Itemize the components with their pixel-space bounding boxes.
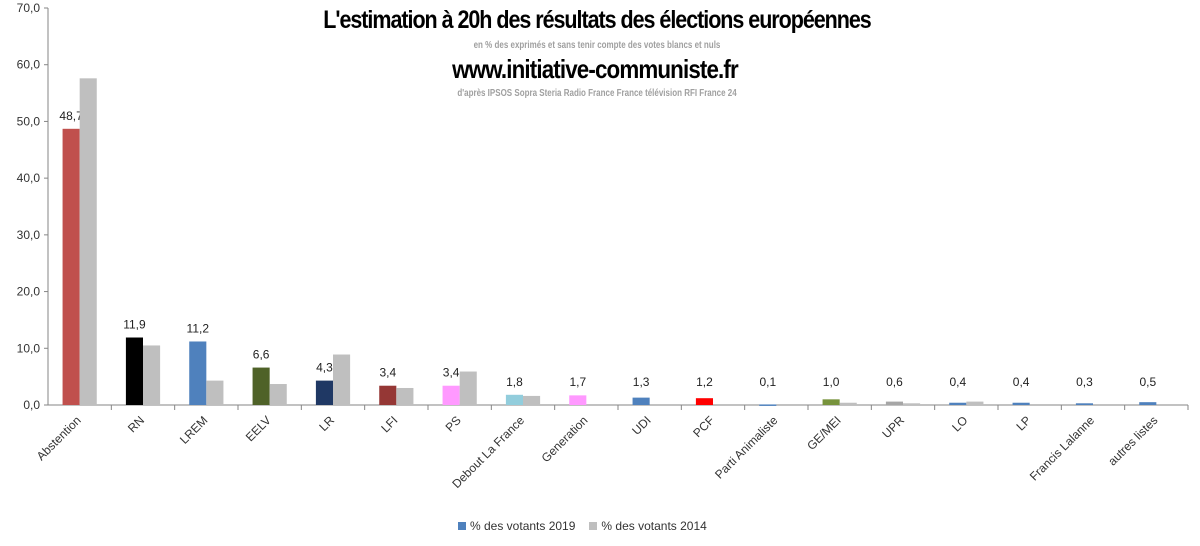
bar-2014: [396, 387, 414, 405]
data-label: 0,3: [1076, 375, 1093, 389]
bar-2019: [1075, 403, 1093, 405]
data-label: 1,2: [696, 375, 713, 389]
x-tick-label: Parti Animaliste: [712, 413, 781, 482]
x-tick-label: Generation: [539, 413, 591, 465]
legend-label-2014: % des votants 2014: [601, 519, 707, 533]
bar-2019: [949, 402, 967, 405]
x-tick-label: EELV: [243, 413, 274, 444]
data-label: 11,9: [123, 318, 146, 332]
x-tick-label: GE/MEI: [804, 413, 844, 453]
bar-2019: [569, 395, 587, 405]
bar-2019: [1139, 402, 1157, 405]
y-tick-label: 20,0: [17, 285, 41, 299]
x-tick-label: Abstention: [34, 413, 84, 463]
bar-2014: [333, 354, 351, 405]
bar-2014: [269, 384, 287, 405]
bar-2019: [759, 404, 777, 406]
data-label: 0,5: [1139, 375, 1156, 389]
x-tick-label: LFI: [378, 413, 400, 435]
y-tick-label: 60,0: [17, 58, 41, 72]
bar-2019: [885, 401, 903, 405]
data-label: 0,1: [759, 375, 776, 389]
site-url: www.initiative-communiste.fr: [452, 54, 739, 84]
bar-2014: [143, 345, 161, 405]
bar-2019: [315, 380, 333, 405]
data-label: 1,8: [506, 375, 523, 389]
data-label: 0,6: [886, 375, 903, 389]
data-label: 0,4: [1013, 375, 1030, 389]
bar-2019: [695, 398, 713, 405]
data-label: 1,3: [633, 375, 650, 389]
data-label: 4,3: [316, 361, 333, 375]
x-tick-label: Francis Lalanne: [1027, 413, 1098, 484]
bar-2019: [379, 385, 397, 405]
x-tick-label: LR: [316, 413, 337, 434]
data-label: 1,0: [823, 375, 840, 389]
x-tick-label: LREM: [177, 413, 210, 446]
x-tick-label: UDI: [629, 413, 654, 438]
data-label: 3,4: [379, 366, 396, 380]
chart-source: d'après IPSOS Sopra Steria Radio France …: [457, 88, 737, 99]
data-label: 48,7: [59, 109, 83, 123]
bar-2019: [1012, 402, 1030, 405]
legend-item-2019: % des votants 2019: [458, 519, 575, 533]
data-label: 3,4: [443, 366, 460, 380]
y-tick-label: 10,0: [17, 341, 41, 355]
legend-label-2019: % des votants 2019: [470, 519, 576, 533]
x-tick-label: PS: [443, 413, 464, 434]
legend-item-2014: % des votants 2014: [589, 519, 707, 533]
bar-2019: [442, 385, 460, 405]
bar-2014: [523, 395, 541, 405]
legend-swatch-2014: [589, 522, 598, 530]
x-tick-label: LP: [1014, 413, 1034, 433]
bar-2019: [125, 337, 143, 405]
y-tick-label: 40,0: [17, 171, 41, 185]
data-label: 1,7: [569, 375, 586, 389]
y-tick-label: 70,0: [17, 1, 41, 15]
bar-2019: [189, 341, 207, 405]
bar-2014: [459, 371, 477, 405]
chart-title: L'estimation à 20h des résultats des éle…: [323, 6, 872, 34]
x-tick-label: PCF: [690, 413, 717, 440]
y-tick-label: 30,0: [17, 228, 41, 242]
bar-2014: [79, 78, 97, 405]
x-tick-label: RN: [125, 413, 147, 435]
bar-2014: [903, 403, 921, 405]
x-tick-label: autres listes: [1105, 413, 1160, 468]
legend-swatch-2019: [458, 522, 466, 530]
data-label: 6,6: [253, 348, 270, 362]
data-label: 0,4: [949, 375, 966, 389]
chart-subtitle: en % des exprimés et sans tenir compte d…: [473, 40, 721, 51]
bar-2019: [632, 397, 650, 405]
bar-2014: [839, 402, 857, 405]
bar-2019: [505, 394, 523, 405]
bar-2019: [62, 128, 80, 405]
x-tick-label: UPR: [879, 413, 907, 441]
y-tick-label: 0,0: [23, 398, 40, 412]
bar-2019: [252, 367, 270, 405]
legend: % des votants 2019 % des votants 2014: [458, 519, 707, 533]
bar-2014: [206, 380, 224, 405]
bar-2014: [966, 401, 984, 405]
y-tick-label: 50,0: [17, 114, 41, 128]
data-label: 11,2: [187, 321, 210, 335]
x-tick-label: LO: [949, 413, 970, 434]
bar-2019: [822, 399, 840, 405]
